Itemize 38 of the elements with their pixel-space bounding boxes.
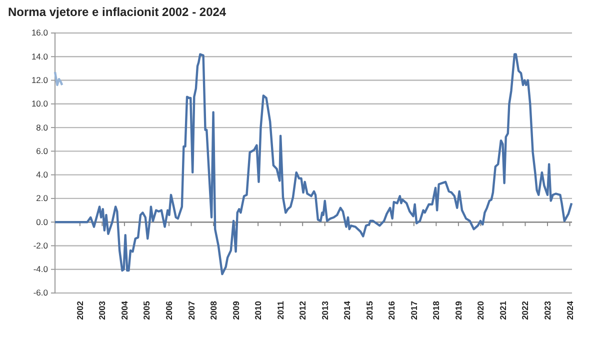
y-tick-label: 2.0	[36, 193, 48, 204]
x-tick-label: 2005	[142, 300, 152, 320]
x-tick-label: 2009	[230, 300, 241, 320]
x-tick-label: 2003	[97, 300, 108, 320]
x-tick-label: 2021	[498, 300, 508, 320]
x-tick-label: 2013	[320, 300, 330, 320]
line-series	[54, 53, 573, 276]
x-tick-label: 2006	[164, 300, 174, 320]
y-tick-label: 4.0	[36, 170, 48, 180]
x-tick-label: 2023	[542, 300, 553, 320]
x-tick-label: 2019	[453, 300, 464, 320]
y-tick-label: 10.0	[31, 98, 48, 109]
x-tick-label: 2018	[431, 300, 442, 320]
x-tick-label: 2007	[186, 300, 196, 320]
y-tick-label: -2.0	[33, 240, 48, 250]
y-tick-label: 6.0	[36, 146, 48, 156]
x-tick-label: 2014	[342, 300, 352, 320]
chart-title: Norma vjetore e inflacionit 2002 - 2024	[8, 5, 226, 19]
y-tick-label: 12.0	[31, 74, 48, 85]
x-tick-label: 2017	[408, 300, 419, 320]
y-tick-label: -6.0	[33, 288, 48, 298]
x-tick-label: 2012	[298, 300, 308, 320]
x-tick-label: 2016	[386, 300, 397, 320]
y-tick-label: 16.0	[31, 28, 48, 38]
x-tick-label: 2010	[253, 300, 264, 320]
y-tick-label: 14.0	[31, 51, 48, 62]
x-tick-label: 2024	[564, 300, 575, 320]
x-tick-label: 2011	[275, 300, 286, 320]
x-tick-label: 2022	[520, 300, 530, 320]
y-tick-label: 0.0	[36, 216, 48, 227]
y-tick-label: -4.0	[33, 264, 48, 274]
x-tick-label: 2015	[364, 300, 374, 320]
line-series	[54, 70, 64, 86]
x-tick-label: 2004	[119, 300, 130, 320]
y-tick-label: 8.0	[36, 122, 48, 132]
x-tick-label: 2002	[74, 300, 85, 320]
x-tick-label: 2008	[208, 300, 219, 320]
x-tick-label: 2020	[476, 300, 486, 320]
